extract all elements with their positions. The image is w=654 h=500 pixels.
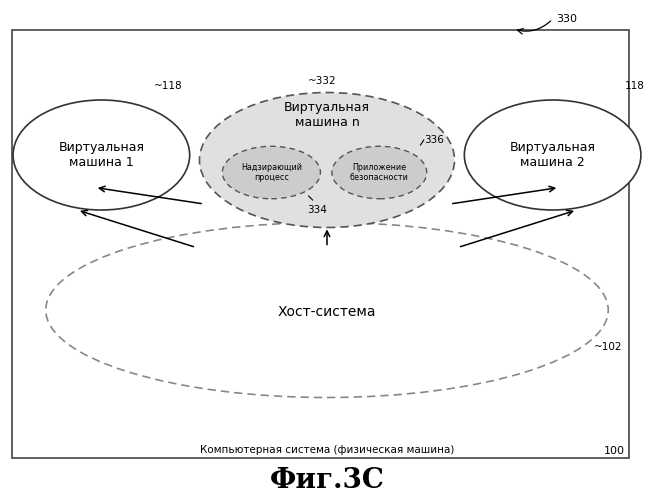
Ellipse shape [222, 146, 320, 199]
Text: Надзирающий
процесс: Надзирающий процесс [241, 163, 302, 182]
Text: Хост-система: Хост-система [278, 306, 376, 320]
Text: Виртуальная
машина 1: Виртуальная машина 1 [58, 141, 145, 169]
Text: ~102: ~102 [594, 342, 623, 352]
FancyBboxPatch shape [12, 30, 629, 458]
Text: 118: 118 [625, 81, 644, 91]
Ellipse shape [464, 100, 641, 210]
Text: 330: 330 [556, 14, 577, 24]
Text: Виртуальная
машина n: Виртуальная машина n [284, 101, 370, 129]
Text: 100: 100 [604, 446, 625, 456]
Ellipse shape [13, 100, 190, 210]
Text: 334: 334 [307, 205, 327, 215]
Text: 336: 336 [424, 135, 443, 145]
Ellipse shape [332, 146, 427, 199]
Text: Фиг.3C: Фиг.3C [269, 468, 385, 494]
Ellipse shape [199, 92, 455, 228]
Text: Компьютерная система (физическая машина): Компьютерная система (физическая машина) [200, 445, 454, 455]
Text: Приложение
безопасности: Приложение безопасности [350, 163, 409, 182]
Text: Виртуальная
машина 2: Виртуальная машина 2 [509, 141, 596, 169]
Text: ~118: ~118 [154, 81, 182, 91]
Text: ~332: ~332 [307, 76, 336, 86]
Ellipse shape [46, 222, 608, 398]
